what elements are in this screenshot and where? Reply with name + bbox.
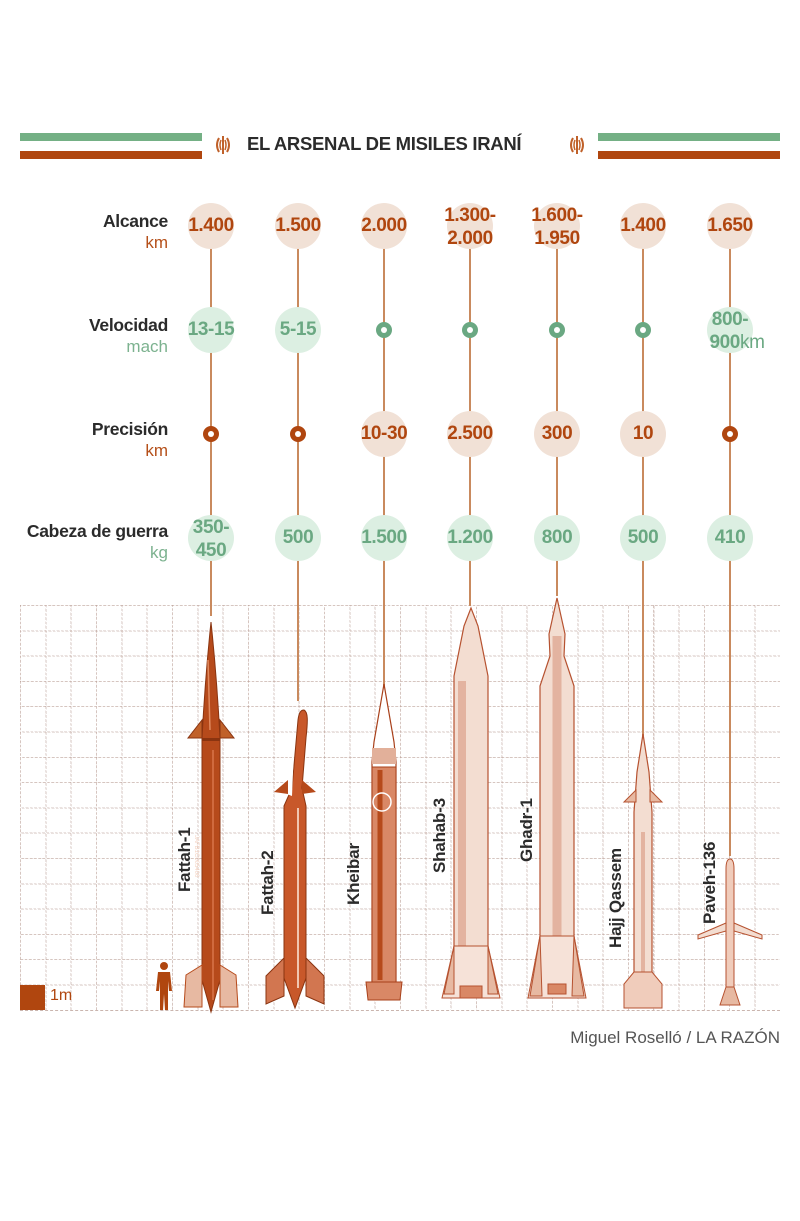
- alcance-bubble: [188, 203, 234, 249]
- velocidad-bubble: [707, 307, 753, 353]
- human-silhouette-icon: [156, 962, 172, 1010]
- row-label-velocidad-title: Velocidad: [89, 315, 168, 335]
- flag-orange-right: [598, 151, 780, 159]
- row-label-cabeza: Cabeza de guerra kg: [27, 520, 168, 564]
- no-data-dot: [722, 426, 738, 442]
- missile-name-paveh-136: Paveh-136: [700, 841, 719, 924]
- flag-green-right: [598, 133, 780, 141]
- row-label-alcance: Alcance km: [103, 210, 168, 254]
- scale-label: 1m: [50, 987, 73, 1004]
- row-label-cabeza-unit: kg: [150, 543, 168, 562]
- cabeza-bubble: [707, 515, 753, 561]
- missile-ghadr-1-illustration: [527, 597, 587, 999]
- ground-line: [20, 1010, 780, 1012]
- row-label-precision-unit: km: [145, 441, 168, 460]
- flag-green-left: [20, 133, 202, 141]
- connector-line: [297, 226, 299, 701]
- velocidad-bubble: [275, 307, 321, 353]
- alcance-bubble: [707, 203, 753, 249]
- alcance-bubble: [275, 203, 321, 249]
- cabeza-bubble: [447, 515, 493, 561]
- scale-square: [20, 985, 45, 1010]
- cabeza-value: 500: [282, 527, 314, 548]
- connector-line: [642, 226, 644, 736]
- connector-line: [210, 226, 212, 616]
- precision-value: 10-30: [360, 423, 408, 444]
- missile-name-fattah-1: Fattah-1: [175, 827, 194, 892]
- missile-body-text: JAFB1C005400: [193, 835, 199, 878]
- precision-bubble: [534, 411, 580, 457]
- no-data-dot: [290, 426, 306, 442]
- alcance-value: 1.400: [188, 215, 234, 236]
- alcance-value: 1.650: [707, 215, 753, 236]
- alcance-value-line2: 1.950: [534, 228, 580, 249]
- cabeza-value-line2: 450: [195, 540, 227, 561]
- row-label-precision: Precisión km: [92, 418, 168, 462]
- missile-paveh-136-illustration: [697, 858, 763, 1006]
- scale-grid: [20, 605, 780, 1010]
- precision-bubble: [361, 411, 407, 457]
- credit-byline: Miguel Roselló / LA RAZÓN: [570, 1028, 780, 1047]
- alcance-value: 2.000: [361, 215, 407, 236]
- row-label-cabeza-title: Cabeza de guerra: [26, 521, 168, 541]
- alcance-value: 1.500: [275, 215, 321, 236]
- missile-kheibar-illustration: [365, 683, 403, 1001]
- alcance-value-line1: 1.600-: [531, 205, 583, 226]
- cabeza-bubble: [620, 515, 666, 561]
- flag-orange-left: [20, 151, 202, 159]
- no-data-dot: [462, 322, 478, 338]
- velocidad-value-line2: 900km: [682, 333, 792, 353]
- no-data-dot: [635, 322, 651, 338]
- missile-hajj-qassem-illustration: [622, 733, 664, 1009]
- precision-value: 10: [632, 423, 654, 444]
- missile-name-ghadr-1: Ghadr-1: [517, 798, 536, 862]
- alcance-value-line2: 2.000: [447, 228, 493, 249]
- missile-name-fattah-2: Fattah-2: [258, 850, 277, 915]
- row-label-precision-title: Precisión: [91, 419, 168, 439]
- row-label-velocidad-unit: mach: [126, 337, 168, 356]
- alcance-bubble: [534, 203, 580, 249]
- no-data-dot: [549, 322, 565, 338]
- precision-bubble: [447, 411, 493, 457]
- iran-emblem-icon: [570, 136, 584, 154]
- cabeza-bubble: [534, 515, 580, 561]
- missile-fattah-2-illustration: [265, 709, 325, 1010]
- cabeza-value: 1.500: [361, 527, 407, 548]
- cabeza-value-line1: 350-: [192, 517, 230, 538]
- precision-bubble: [620, 411, 666, 457]
- alcance-bubble: [447, 203, 493, 249]
- cabeza-value: 410: [714, 527, 746, 548]
- missile-name-hajj-qassem: Hajj Qassem: [606, 848, 625, 948]
- alcance-bubble: [361, 203, 407, 249]
- cabeza-value: 1.200: [447, 527, 493, 548]
- velocidad-bubble: [188, 307, 234, 353]
- missile-shahab-3-illustration: [441, 606, 501, 999]
- velocidad-number: 900: [709, 332, 740, 353]
- missile-name-shahab-3: Shahab-3: [430, 798, 449, 873]
- alcance-value: 1.400: [620, 215, 666, 236]
- no-data-dot: [203, 426, 219, 442]
- precision-value: 300: [541, 423, 573, 444]
- row-label-alcance-unit: km: [145, 233, 168, 252]
- missile-fattah-1-illustration: [183, 621, 239, 1014]
- row-label-velocidad: Velocidad mach: [89, 314, 168, 358]
- velocidad-value-line1: 800-: [711, 309, 749, 330]
- velocidad-value: 5-15: [279, 319, 317, 340]
- alcance-bubble: [620, 203, 666, 249]
- precision-value: 2.500: [447, 423, 493, 444]
- alcance-value-line1: 1.300-: [444, 205, 496, 226]
- cabeza-value: 800: [541, 527, 573, 548]
- missile-name-kheibar: Kheibar: [344, 843, 363, 905]
- no-data-dot: [376, 322, 392, 338]
- cabeza-value: 500: [627, 527, 659, 548]
- velocidad-unit: km: [739, 332, 765, 353]
- velocidad-value: 13-15: [187, 319, 235, 340]
- page-title: EL ARSENAL DE MISILES IRANÍ: [247, 133, 522, 154]
- iran-emblem-icon: [216, 136, 230, 154]
- cabeza-bubble: [361, 515, 407, 561]
- cabeza-bubble: [188, 515, 234, 561]
- row-label-alcance-title: Alcance: [102, 211, 168, 231]
- cabeza-bubble: [275, 515, 321, 561]
